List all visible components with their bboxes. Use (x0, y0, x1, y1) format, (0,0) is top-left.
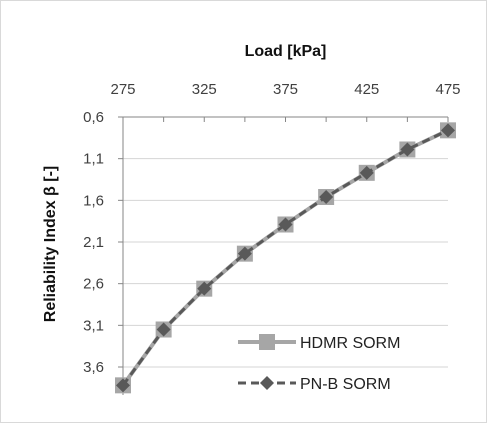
x-tick-label: 325 (192, 81, 217, 98)
data-point (319, 190, 334, 204)
y-tick-label: 0,6 (83, 109, 104, 126)
legend: HDMR SORM PN-B SORM (238, 334, 400, 393)
legend-label: PN-B SORM (300, 376, 391, 393)
legend-label: HDMR SORM (300, 335, 400, 352)
y-tick-label: 1,1 (83, 151, 104, 168)
y-tick-label: 1,6 (83, 192, 104, 209)
data-point (278, 217, 293, 232)
data-point (400, 142, 415, 157)
plot-series (115, 122, 456, 394)
legend-marker (260, 376, 274, 390)
x-axis-title: Load [kPa] (245, 43, 327, 60)
x-tick-label: 375 (273, 81, 298, 98)
x-tick-label: 275 (110, 81, 135, 98)
x-tick-label: 425 (354, 81, 379, 98)
y-tick-label: 3,1 (83, 317, 104, 334)
x-tick-label: 475 (435, 81, 460, 98)
data-point (116, 378, 130, 393)
data-point (359, 165, 374, 180)
data-point (441, 123, 455, 138)
y-axis-title: Reliability Index β [-] (42, 166, 59, 322)
y-tick-label: 2,6 (83, 276, 104, 293)
data-point (197, 281, 212, 296)
y-tick-label: 3,6 (83, 359, 104, 376)
series-pn-b-sorm (116, 123, 455, 393)
legend-marker (259, 334, 275, 350)
data-point (237, 246, 252, 261)
y-tick-label: 2,1 (83, 234, 104, 251)
gridlines (123, 116, 448, 368)
data-point (156, 322, 171, 337)
axes: 0,6 1,1 1,6 2,1 2,6 3,1 3,6 275 325 375 425 475 (83, 81, 461, 395)
series-line (121, 128, 449, 387)
